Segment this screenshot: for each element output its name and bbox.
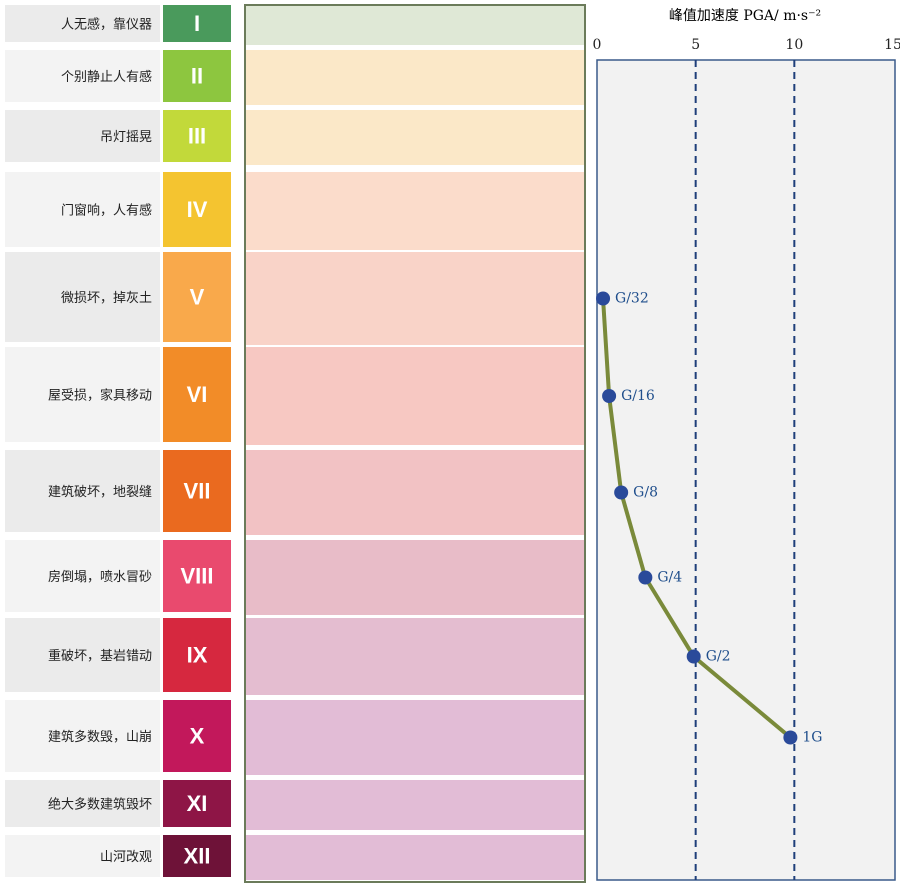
intensity-label: IV	[187, 197, 208, 222]
point-label: G/32	[615, 291, 649, 307]
point-label: G/16	[621, 388, 655, 404]
picture-frame	[244, 4, 586, 883]
intensity-badge	[163, 835, 231, 877]
description: 绝大多数建筑毁坏	[48, 797, 152, 813]
description: 屋受损，家具移动	[48, 388, 152, 404]
point-label: 1G	[802, 730, 822, 746]
pga-point	[783, 730, 798, 745]
point-label: G/4	[657, 570, 682, 586]
intensity-badge	[163, 700, 231, 772]
description-cell	[5, 780, 160, 827]
pga-point	[614, 485, 629, 500]
picture-band	[246, 110, 584, 165]
description-cell	[5, 835, 160, 877]
description: 人无感，靠仪器	[61, 17, 152, 33]
intensity-badge	[163, 618, 231, 692]
intensity-label: I	[194, 11, 200, 36]
description-cell	[5, 450, 160, 532]
intensity-badge	[163, 347, 231, 442]
intensity-badge	[163, 110, 231, 162]
pga-curve	[601, 298, 792, 740]
description: 建筑破坏，地裂缝	[48, 484, 152, 500]
point-label: G/8	[633, 485, 658, 501]
picture-band	[246, 50, 584, 105]
picture-band	[246, 835, 584, 880]
intensity-label: V	[190, 284, 205, 309]
x-tick-label: 5	[691, 37, 700, 53]
x-tick-label: 15	[884, 37, 900, 53]
description: 吊灯摇晃	[100, 130, 152, 145]
picture-band	[246, 252, 584, 345]
intensity-badge	[163, 5, 231, 42]
pga-point	[686, 649, 701, 664]
description: 建筑多数毁，山崩	[48, 729, 152, 745]
description-cell	[5, 540, 160, 612]
description-cell	[5, 700, 160, 772]
x-tick-label: 0	[593, 37, 602, 53]
chart-panel	[596, 59, 896, 881]
description-cell	[5, 347, 160, 442]
chart-layer: 0 5 10 15 G/32 G/16 G/8 G/4 G/2 1G	[593, 37, 900, 880]
description-cell	[5, 110, 160, 162]
intensity-badge	[163, 780, 231, 827]
x-tick-label: 10	[785, 37, 803, 53]
description: 个别静止人有感	[61, 69, 152, 85]
description: 门窗响，人有感	[61, 203, 152, 219]
intensity-label: XII	[184, 843, 211, 868]
intensity-label: IX	[187, 642, 208, 667]
description: 山河改观	[100, 850, 152, 865]
intensity-label: III	[188, 123, 206, 148]
description: 重破坏，基岩错动	[48, 648, 152, 664]
point-label: G/2	[706, 649, 731, 665]
picture-band	[246, 5, 584, 45]
intensity-badge	[163, 172, 231, 247]
axis-title: 峰值加速度 PGA/ m·s⁻²	[669, 8, 821, 24]
pga-point	[602, 389, 617, 403]
description-cell	[5, 618, 160, 692]
description: 房倒塌，喷水冒砂	[48, 569, 152, 585]
intensity-label: VIII	[180, 563, 213, 588]
intensity-label: XI	[187, 791, 208, 816]
picture-band	[246, 540, 584, 615]
picture-band	[246, 450, 584, 535]
intensity-label: II	[191, 63, 203, 88]
pga-point	[596, 291, 611, 306]
intensity-label: VII	[184, 478, 211, 503]
intensity-badge	[163, 50, 231, 102]
picture-band	[246, 618, 584, 695]
picture-band	[246, 700, 584, 775]
pga-point	[638, 570, 653, 585]
description-cell	[5, 50, 160, 102]
intensity-label: X	[190, 723, 205, 748]
intensity-label: VI	[187, 382, 208, 407]
intensity-badge	[163, 540, 231, 612]
description: 微损坏，掉灰土	[61, 291, 152, 306]
intensity-badge	[163, 450, 231, 532]
description-cell	[5, 252, 160, 342]
picture-band	[246, 347, 584, 445]
picture-band	[246, 172, 584, 250]
picture-band	[246, 780, 584, 830]
intensity-badge	[163, 252, 231, 342]
description-cell	[5, 5, 160, 42]
description-cell	[5, 172, 160, 247]
